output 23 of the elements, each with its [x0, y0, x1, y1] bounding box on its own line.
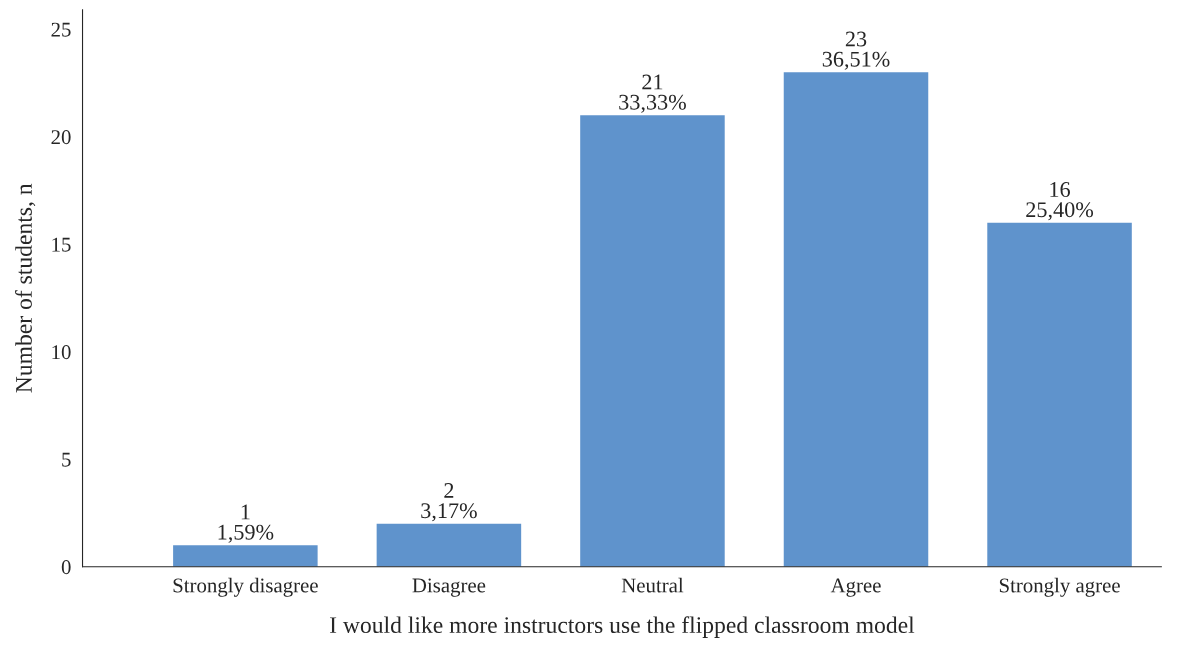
data-label: 2 3,17% [421, 483, 477, 522]
x-tick-label: Agree [830, 578, 881, 597]
bar [580, 115, 725, 567]
bar [173, 545, 318, 567]
data-label: 1 1,59% [218, 504, 274, 543]
y-tick-label: 0 [61, 560, 71, 575]
bar [376, 523, 522, 567]
data-label: 23 36,51% [822, 31, 890, 70]
x-tick-label: Neutral [621, 577, 684, 593]
x-tick-label: Disagree [412, 578, 486, 597]
y-tick-label: 25 [51, 22, 71, 37]
data-label: 16 25,40% [1026, 182, 1094, 221]
y-tick-label: 5 [62, 452, 71, 467]
x-axis-title: I would like more instructors use the flipped classroom model [329, 616, 915, 638]
x-tick-label: Strongly disagree [173, 577, 318, 597]
y-tick-label: 20 [51, 130, 71, 145]
y-axis-title: Number of students, n [15, 183, 36, 393]
y-tick-label: 15 [52, 237, 71, 252]
bar [783, 72, 929, 567]
y-tick-label: 10 [52, 345, 71, 360]
x-tick-label: Strongly agree [999, 577, 1120, 597]
bar [987, 222, 1132, 567]
data-label: 21 33,33% [619, 74, 686, 113]
